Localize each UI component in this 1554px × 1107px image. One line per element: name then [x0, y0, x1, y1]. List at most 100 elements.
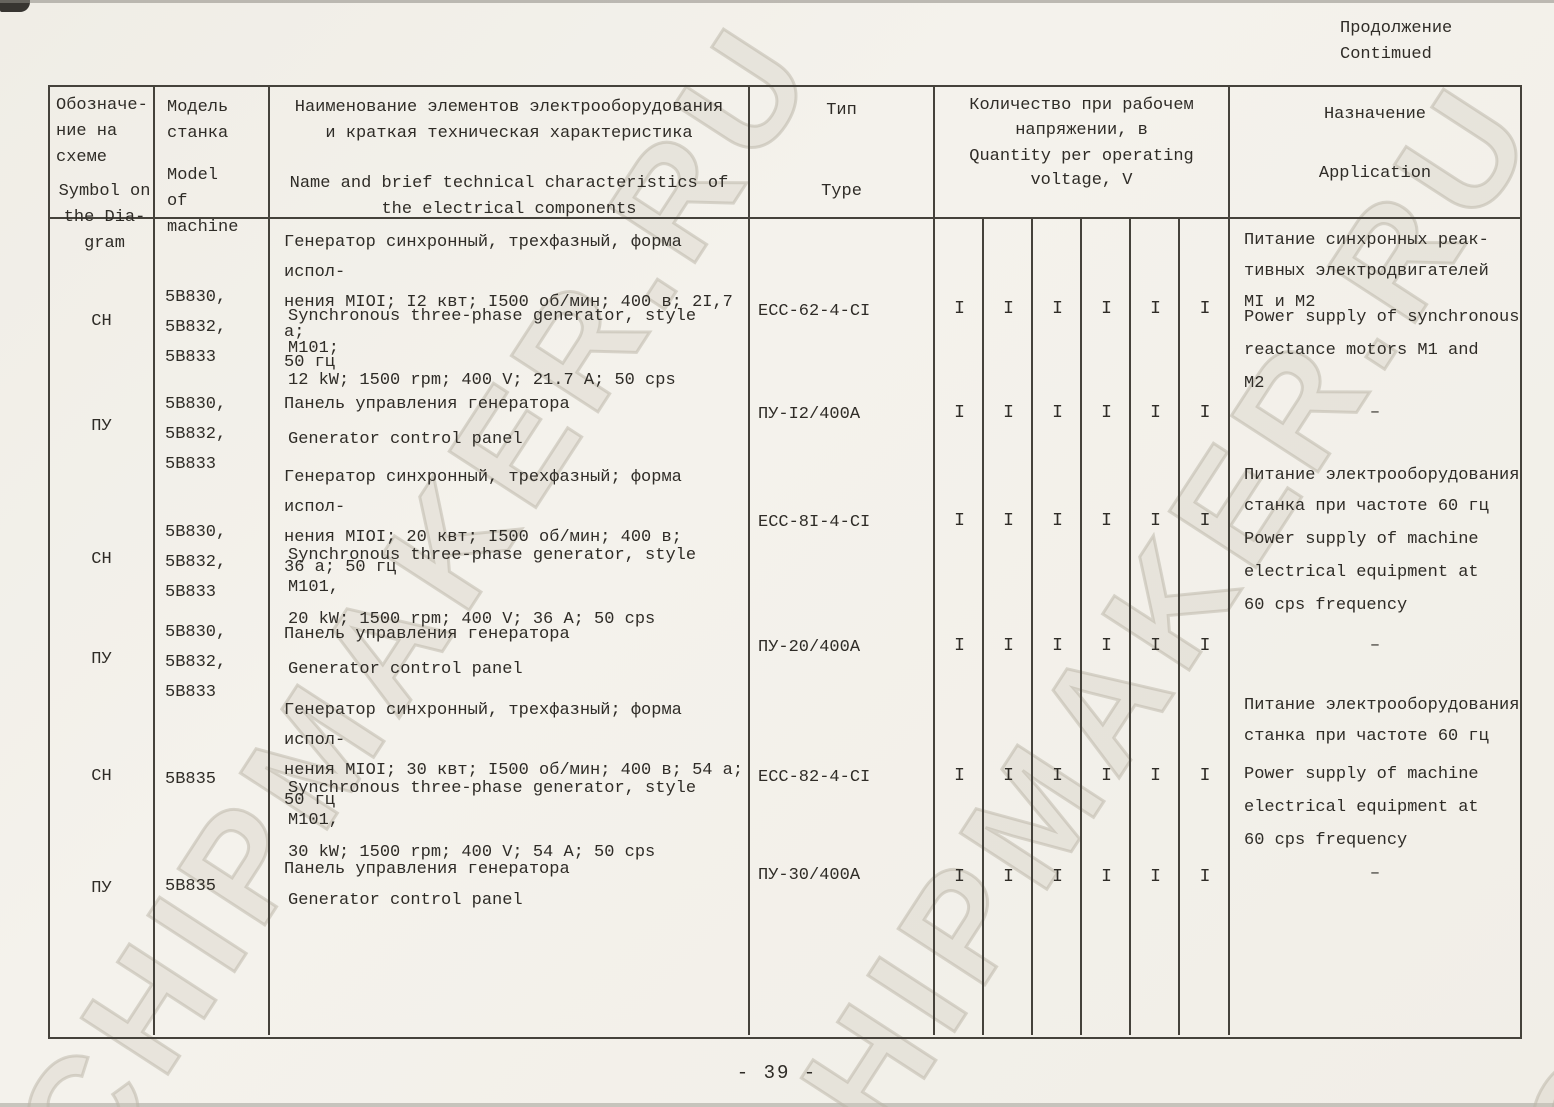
qty-220: I	[954, 299, 965, 319]
row-symbol: СН	[91, 767, 112, 786]
header-name: Наименование элементов электрооборудован…	[270, 87, 750, 219]
table-body: СН 5B830, 5B832, 5B833 Генератор синхрон…	[50, 219, 1520, 1035]
row-name-en: Generator control panel	[288, 430, 523, 449]
row-name-en: Generator control panel	[288, 660, 523, 679]
qty-440: I	[1199, 766, 1211, 786]
scan-edge-bottom	[0, 1103, 1554, 1107]
qty-230: I	[1003, 636, 1014, 656]
header-model-en: Model of machine	[167, 166, 239, 237]
header-application: Назначение Application	[1230, 87, 1520, 217]
row-application-en: Power supply of machine electrical equip…	[1244, 765, 1479, 850]
qty-220: I	[954, 636, 965, 656]
column-divider	[268, 219, 270, 1035]
column-divider	[748, 219, 750, 1035]
qty-415: I	[1150, 766, 1161, 786]
qty-440: I	[1199, 299, 1211, 319]
row-application-ru: Питание синхронных реак- тивных электрод…	[1244, 231, 1489, 312]
row-name-ru: Панель управления генератора	[284, 395, 570, 414]
column-divider	[982, 219, 984, 1035]
header-name-en: Name and brief technical characteristics…	[289, 174, 729, 219]
row-symbol: ПУ	[91, 650, 112, 669]
row-quantities: I I I I I I	[935, 636, 1230, 660]
qty-415: I	[1150, 636, 1161, 656]
scan-corner-smudge	[0, 0, 30, 12]
row-models: 5B830, 5B832, 5B833	[165, 623, 227, 702]
row-models: 5B835	[165, 770, 217, 789]
qty-230: I	[1003, 511, 1014, 531]
row-type: ПУ-20/400A	[758, 638, 861, 657]
row-type: ECC-62-4-CI	[758, 302, 871, 321]
row-type: ПУ-30/400A	[758, 866, 861, 885]
column-divider	[1080, 219, 1082, 1035]
row-models: 5B830, 5B832, 5B833	[165, 395, 227, 474]
qty-400: I	[1101, 636, 1112, 656]
header-model: Модель станка Model of machine	[155, 87, 270, 237]
qty-440: I	[1199, 511, 1211, 531]
qty-380: I	[1052, 299, 1063, 319]
qty-380: I	[1052, 511, 1063, 531]
header-name-ru: Наименование элементов электрооборудован…	[294, 98, 724, 143]
qty-440: I	[1199, 636, 1211, 656]
row-type: ПУ-I2/400A	[758, 405, 861, 424]
qty-440: I	[1199, 867, 1211, 887]
header-type-ru: Тип	[826, 101, 857, 120]
row-name-en: Synchronous three-phase generator, style…	[288, 307, 697, 390]
qty-380: I	[1052, 403, 1063, 423]
header-type: Тип Type	[750, 87, 935, 217]
header-symbol-ru: Обозначе- ние на схеме	[56, 96, 148, 167]
row-application-ru: Питание электрооборудования станка при ч…	[1244, 466, 1520, 516]
row-models: 5B835	[165, 877, 217, 896]
qty-230: I	[1003, 766, 1014, 786]
scan-edge-top	[0, 0, 1554, 3]
row-name-en: Generator control panel	[288, 891, 523, 910]
table-header: Обозначе- ние на схеме Symbol on the Dia…	[50, 87, 1520, 253]
page-number: - 39 -	[736, 1062, 818, 1084]
components-table: Обозначе- ние на схеме Symbol on the Dia…	[48, 85, 1522, 1039]
row-quantities: I I I I I I	[935, 403, 1230, 427]
qty-230: I	[1003, 867, 1014, 887]
row-application-dash: –	[1369, 864, 1381, 883]
header-application-ru: Назначение	[1323, 105, 1427, 124]
row-symbol: СН	[91, 312, 112, 331]
qty-230: I	[1003, 299, 1014, 319]
qty-220: I	[954, 403, 965, 423]
row-application-ru: Питание электрооборудования станка при ч…	[1244, 696, 1520, 746]
header-symbol: Обозначе- ние на схеме Symbol on the Dia…	[50, 87, 155, 253]
row-name-en: Synchronous three-phase generator, style…	[288, 779, 697, 862]
row-quantities: I I I I I I	[935, 511, 1230, 535]
qty-400: I	[1101, 511, 1112, 531]
qty-415: I	[1150, 299, 1161, 319]
column-divider	[1129, 219, 1131, 1035]
row-quantities: I I I I I I	[935, 299, 1230, 323]
qty-400: I	[1101, 867, 1112, 887]
row-application-dash: –	[1369, 403, 1381, 422]
row-name-ru: Генератор синхронный, трехфазный, форма …	[284, 233, 733, 372]
row-symbol: СН	[91, 550, 112, 569]
header-quantity-en: Quantity per operating voltage, V	[969, 147, 1194, 190]
column-divider	[1178, 219, 1180, 1035]
header-quantity-ru: Количество при рабочем напряжении, в	[969, 96, 1194, 140]
row-symbol: ПУ	[91, 417, 112, 436]
header-quantity: Количество при рабочем напряжении, в Qua…	[935, 87, 1230, 217]
row-name-ru: Генератор синхронный, трехфазный; форма …	[284, 468, 682, 577]
row-models: 5B830, 5B832, 5B833	[165, 523, 227, 602]
header-model-ru: Модель станка	[167, 98, 229, 143]
qty-380: I	[1052, 766, 1063, 786]
qty-220: I	[954, 867, 965, 887]
row-quantities: I I I I I I	[935, 867, 1230, 891]
qty-380: I	[1052, 636, 1063, 656]
qty-415: I	[1150, 403, 1161, 423]
qty-415: I	[1150, 867, 1161, 887]
qty-415: I	[1150, 511, 1161, 531]
qty-400: I	[1101, 403, 1112, 423]
row-symbol: ПУ	[91, 879, 112, 898]
row-name-ru: Панель управления генератора	[284, 860, 570, 879]
row-type: ECC-8I-4-CI	[758, 513, 871, 532]
column-divider	[1031, 219, 1033, 1035]
header-symbol-en: Symbol on the Dia- gram	[58, 182, 151, 253]
row-models: 5B830, 5B832, 5B833	[165, 288, 227, 367]
column-divider	[1228, 219, 1230, 1035]
row-application-en: Power supply of synchronous reactance mo…	[1244, 308, 1520, 393]
row-name-ru: Панель управления генератора	[284, 625, 570, 644]
